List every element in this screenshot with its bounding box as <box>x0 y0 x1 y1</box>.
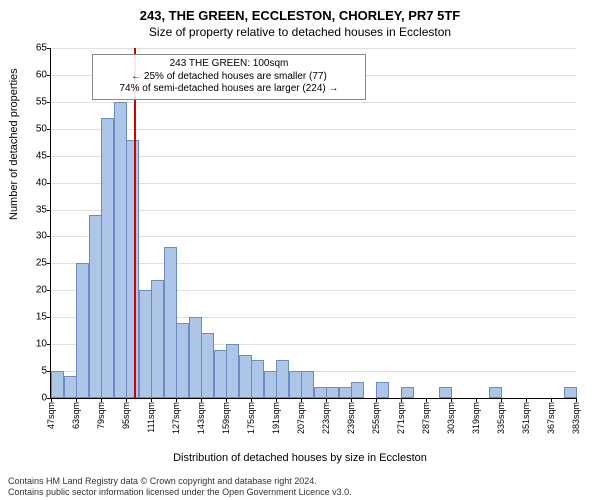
y-tick-label: 15 <box>36 312 47 323</box>
y-tick-label: 5 <box>41 366 47 377</box>
histogram-bar <box>376 382 389 398</box>
gridline <box>51 48 576 49</box>
x-tick-label: 63sqm <box>71 402 81 429</box>
histogram-bar <box>176 323 189 398</box>
y-tick-label: 45 <box>36 150 47 161</box>
y-tick-mark <box>47 129 51 130</box>
x-tick-label: 47sqm <box>46 402 56 429</box>
x-tick-label: 79sqm <box>96 402 106 429</box>
x-tick-label: 191sqm <box>271 402 281 434</box>
histogram-bar <box>114 102 127 398</box>
histogram-bar <box>314 387 327 398</box>
x-tick-label: 143sqm <box>196 402 206 434</box>
x-tick-label: 351sqm <box>521 402 531 434</box>
chart-container: 243, THE GREEN, ECCLESTON, CHORLEY, PR7 … <box>0 0 600 500</box>
gridline <box>51 102 576 103</box>
annotation-line-2: ← 25% of detached houses are smaller (77… <box>99 71 359 84</box>
x-tick-label: 287sqm <box>421 402 431 434</box>
y-tick-mark <box>47 183 51 184</box>
gridline <box>51 129 576 130</box>
x-tick-label: 127sqm <box>171 402 181 434</box>
y-tick-label: 65 <box>36 43 47 54</box>
x-tick-label: 175sqm <box>246 402 256 434</box>
histogram-bar <box>489 387 502 398</box>
annotation-line-3: 74% of semi-detached houses are larger (… <box>99 83 359 96</box>
y-tick-mark <box>47 210 51 211</box>
x-tick-label: 223sqm <box>321 402 331 434</box>
histogram-bar <box>239 355 252 398</box>
histogram-bar <box>301 371 314 398</box>
y-tick-label: 35 <box>36 204 47 215</box>
y-tick-label: 60 <box>36 69 47 80</box>
histogram-bar <box>214 350 227 398</box>
y-tick-mark <box>47 290 51 291</box>
y-tick-mark <box>47 263 51 264</box>
histogram-bar <box>89 215 102 398</box>
histogram-bar <box>276 360 289 398</box>
x-tick-label: 207sqm <box>296 402 306 434</box>
reference-line <box>134 48 136 398</box>
licence-text: Contains HM Land Registry data © Crown c… <box>8 476 352 499</box>
x-tick-label: 383sqm <box>571 402 581 434</box>
x-tick-label: 271sqm <box>396 402 406 434</box>
y-tick-mark <box>47 317 51 318</box>
annotation-line-1: 243 THE GREEN: 100sqm <box>99 58 359 71</box>
annotation-box: 243 THE GREEN: 100sqm ← 25% of detached … <box>92 54 366 100</box>
y-tick-mark <box>47 48 51 49</box>
x-tick-label: 319sqm <box>471 402 481 434</box>
histogram-bar <box>564 387 577 398</box>
x-tick-label: 111sqm <box>146 402 156 433</box>
histogram-bar <box>251 360 264 398</box>
histogram-bar <box>164 247 177 398</box>
y-tick-mark <box>47 102 51 103</box>
histogram-bar <box>64 376 77 398</box>
y-tick-mark <box>47 236 51 237</box>
histogram-bar <box>201 333 214 398</box>
x-tick-label: 303sqm <box>446 402 456 434</box>
x-tick-label: 159sqm <box>221 402 231 434</box>
x-tick-label: 335sqm <box>496 402 506 434</box>
histogram-bar <box>289 371 302 398</box>
histogram-bar <box>264 371 277 398</box>
y-tick-label: 50 <box>36 123 47 134</box>
x-tick-label: 239sqm <box>346 402 356 434</box>
x-axis-label: Distribution of detached houses by size … <box>0 452 600 464</box>
y-tick-label: 25 <box>36 258 47 269</box>
histogram-bar <box>76 263 89 398</box>
histogram-bar <box>101 118 114 398</box>
histogram-bar <box>351 382 364 398</box>
y-tick-label: 10 <box>36 339 47 350</box>
licence-line-1: Contains HM Land Registry data © Crown c… <box>8 476 352 487</box>
y-tick-label: 55 <box>36 96 47 107</box>
histogram-bar <box>51 371 64 398</box>
histogram-bar <box>126 140 139 398</box>
page-title: 243, THE GREEN, ECCLESTON, CHORLEY, PR7 … <box>0 0 600 23</box>
histogram-bar <box>139 290 152 398</box>
x-tick-label: 367sqm <box>546 402 556 434</box>
histogram-bar <box>439 387 452 398</box>
histogram-bar <box>189 317 202 398</box>
histogram-bar <box>326 387 339 398</box>
histogram-bar <box>151 280 164 398</box>
chart-subtitle: Size of property relative to detached ho… <box>0 23 600 43</box>
y-tick-mark <box>47 75 51 76</box>
y-axis-label: Number of detached properties <box>8 68 20 220</box>
licence-line-2: Contains public sector information licen… <box>8 487 352 498</box>
chart-area: 0510152025303540455055606547sqm63sqm79sq… <box>50 48 575 398</box>
y-tick-label: 20 <box>36 285 47 296</box>
y-tick-label: 40 <box>36 177 47 188</box>
x-tick-label: 255sqm <box>371 402 381 434</box>
histogram-bar <box>401 387 414 398</box>
y-tick-mark <box>47 344 51 345</box>
y-tick-label: 30 <box>36 231 47 242</box>
x-tick-label: 95sqm <box>121 402 131 429</box>
histogram-bar <box>339 387 352 398</box>
plot-region: 0510152025303540455055606547sqm63sqm79sq… <box>50 48 576 399</box>
y-tick-mark <box>47 156 51 157</box>
histogram-bar <box>226 344 239 398</box>
